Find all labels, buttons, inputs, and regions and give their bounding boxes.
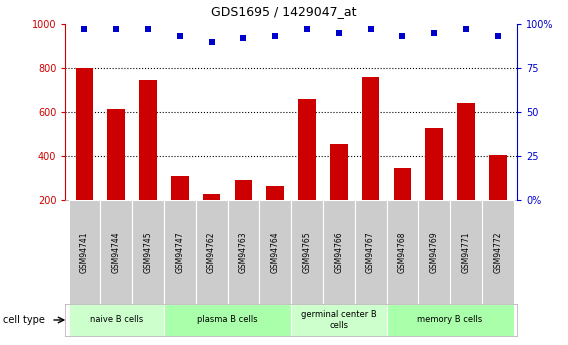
Text: GDS1695 / 1429047_at: GDS1695 / 1429047_at	[211, 5, 357, 18]
Text: germinal center B
cells: germinal center B cells	[301, 310, 377, 330]
Bar	[266, 186, 284, 200]
Bar	[69, 304, 164, 336]
Text: GSM94741: GSM94741	[80, 231, 89, 273]
Bar	[386, 304, 513, 336]
Text: GSM94747: GSM94747	[176, 231, 184, 273]
Bar	[330, 144, 348, 200]
Bar	[228, 200, 260, 304]
Bar	[291, 200, 323, 304]
Text: GSM94766: GSM94766	[335, 231, 343, 273]
Bar	[386, 200, 418, 304]
Text: GSM94744: GSM94744	[112, 231, 121, 273]
Bar	[457, 104, 475, 200]
Text: memory B cells: memory B cells	[417, 315, 483, 325]
Bar	[354, 200, 386, 304]
Text: GSM94765: GSM94765	[303, 231, 311, 273]
Bar	[132, 200, 164, 304]
Bar	[425, 128, 443, 200]
Text: GSM94762: GSM94762	[207, 231, 216, 273]
Bar	[164, 304, 291, 336]
Bar	[235, 180, 252, 200]
Text: GSM94763: GSM94763	[239, 231, 248, 273]
Bar	[489, 155, 507, 200]
Bar	[101, 200, 132, 304]
Bar	[260, 200, 291, 304]
Text: plasma B cells: plasma B cells	[197, 315, 258, 325]
Text: GSM94768: GSM94768	[398, 231, 407, 273]
Bar	[164, 200, 196, 304]
Text: GSM94745: GSM94745	[144, 231, 152, 273]
Bar	[323, 200, 354, 304]
Bar	[298, 99, 316, 200]
Bar	[139, 80, 157, 200]
Bar	[418, 200, 450, 304]
Bar	[203, 194, 220, 200]
Bar	[171, 176, 189, 200]
Bar	[482, 200, 513, 304]
Bar	[107, 109, 125, 200]
Text: GSM94767: GSM94767	[366, 231, 375, 273]
Bar	[450, 200, 482, 304]
Text: cell type: cell type	[3, 315, 45, 325]
Text: GSM94764: GSM94764	[271, 231, 279, 273]
Text: GSM94772: GSM94772	[493, 231, 502, 273]
Text: GSM94769: GSM94769	[430, 231, 438, 273]
Bar	[76, 68, 93, 200]
Bar	[196, 200, 228, 304]
Text: GSM94771: GSM94771	[461, 231, 470, 273]
Bar	[362, 77, 379, 200]
Text: naive B cells: naive B cells	[90, 315, 143, 325]
Bar	[394, 168, 411, 200]
Bar	[291, 304, 386, 336]
Bar	[69, 200, 101, 304]
